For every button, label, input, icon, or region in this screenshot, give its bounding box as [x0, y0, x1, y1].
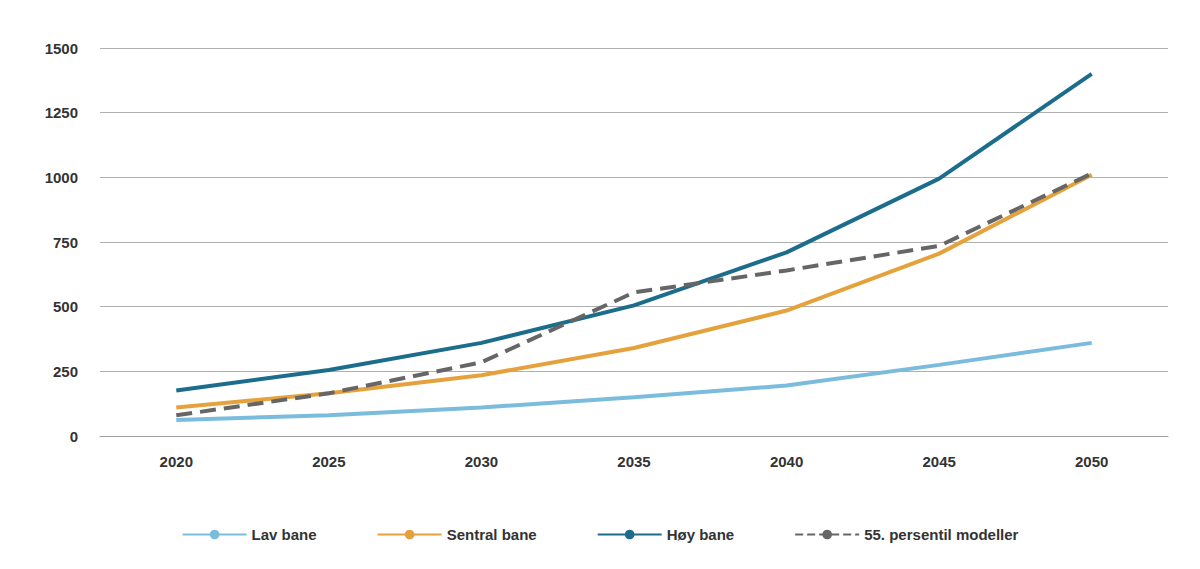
- svg-text:Høy bane: Høy bane: [667, 526, 735, 543]
- svg-text:1000: 1000: [45, 169, 78, 186]
- svg-text:Lav bane: Lav bane: [252, 526, 317, 543]
- svg-text:2020: 2020: [160, 453, 193, 470]
- svg-text:2045: 2045: [922, 453, 955, 470]
- svg-text:750: 750: [53, 234, 78, 251]
- svg-text:250: 250: [53, 363, 78, 380]
- svg-text:2050: 2050: [1075, 453, 1108, 470]
- svg-text:2030: 2030: [465, 453, 498, 470]
- svg-text:0: 0: [70, 428, 78, 445]
- svg-text:Sentral bane: Sentral bane: [447, 526, 537, 543]
- svg-text:500: 500: [53, 298, 78, 315]
- svg-text:2035: 2035: [617, 453, 650, 470]
- svg-text:1250: 1250: [45, 104, 78, 121]
- svg-text:2025: 2025: [312, 453, 345, 470]
- svg-text:55. persentil modeller: 55. persentil modeller: [864, 526, 1018, 543]
- svg-text:1500: 1500: [45, 40, 78, 57]
- svg-text:2040: 2040: [770, 453, 803, 470]
